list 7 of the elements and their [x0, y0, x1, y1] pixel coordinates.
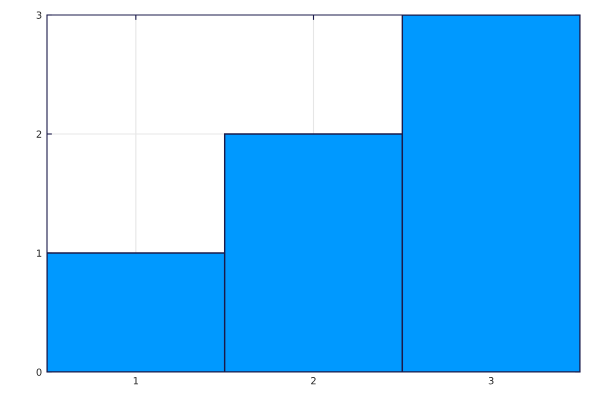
y-tick-label: 2: [36, 130, 42, 138]
y-tick-label: 1: [37, 250, 42, 257]
x-tick-label: 2: [311, 377, 316, 384]
y-tick-label: 3: [36, 11, 42, 19]
x-tick-label: 3: [488, 377, 494, 384]
y-tick-label: 0: [36, 368, 42, 376]
x-tick-label: 1: [134, 377, 138, 384]
